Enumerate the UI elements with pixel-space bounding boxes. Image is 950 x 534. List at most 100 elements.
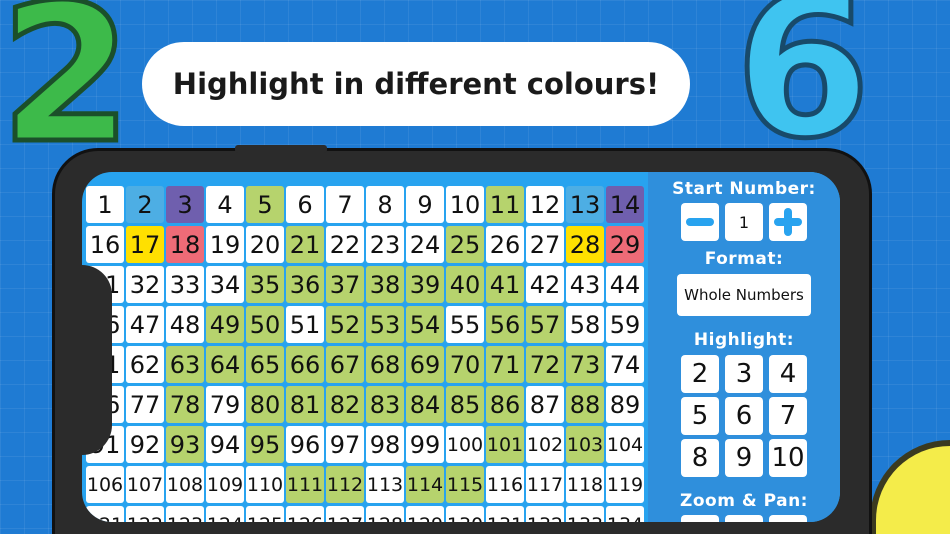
grid-cell[interactable]: 19 [206, 226, 244, 263]
grid-cell[interactable]: 110 [246, 466, 284, 503]
grid-cell[interactable]: 38 [366, 266, 404, 303]
grid-cell[interactable]: 55 [446, 306, 484, 343]
grid-cell[interactable]: 13 [566, 186, 604, 223]
grid-cell[interactable]: 121 [86, 506, 124, 522]
highlight-multiple-button[interactable]: 7 [769, 397, 807, 435]
grid-cell[interactable]: 86 [486, 386, 524, 423]
grid-cell[interactable]: 81 [286, 386, 324, 423]
grid-cell[interactable]: 22 [326, 226, 364, 263]
grid-cell[interactable]: 118 [566, 466, 604, 503]
grid-cell[interactable]: 9 [406, 186, 444, 223]
grid-cell[interactable]: 4 [206, 186, 244, 223]
grid-cell[interactable]: 14 [606, 186, 644, 223]
grid-cell[interactable]: 106 [86, 466, 124, 503]
grid-cell[interactable]: 80 [246, 386, 284, 423]
grid-cell[interactable]: 24 [406, 226, 444, 263]
grid-cell[interactable]: 71 [486, 346, 524, 383]
grid-cell[interactable]: 129 [406, 506, 444, 522]
grid-cell[interactable]: 58 [566, 306, 604, 343]
grid-cell[interactable]: 109 [206, 466, 244, 503]
grid-cell[interactable]: 108 [166, 466, 204, 503]
grid-cell[interactable]: 82 [326, 386, 364, 423]
grid-cell[interactable]: 32 [126, 266, 164, 303]
grid-cell[interactable]: 33 [166, 266, 204, 303]
grid-cell[interactable]: 107 [126, 466, 164, 503]
highlight-multiple-button[interactable]: 2 [681, 355, 719, 393]
grid-cell[interactable]: 128 [366, 506, 404, 522]
grid-cell[interactable]: 92 [126, 426, 164, 463]
grid-cell[interactable]: 27 [526, 226, 564, 263]
grid-cell[interactable]: 111 [286, 466, 324, 503]
pan-left-button[interactable] [681, 515, 719, 522]
grid-cell[interactable]: 49 [206, 306, 244, 343]
grid-cell[interactable]: 94 [206, 426, 244, 463]
grid-cell[interactable]: 65 [246, 346, 284, 383]
grid-cell[interactable]: 74 [606, 346, 644, 383]
grid-cell[interactable]: 96 [286, 426, 324, 463]
grid-cell[interactable]: 134 [606, 506, 644, 522]
grid-cell[interactable]: 41 [486, 266, 524, 303]
grid-cell[interactable]: 36 [286, 266, 324, 303]
grid-cell[interactable]: 1 [86, 186, 124, 223]
grid-cell[interactable]: 95 [246, 426, 284, 463]
highlight-multiple-button[interactable]: 4 [769, 355, 807, 393]
grid-cell[interactable]: 40 [446, 266, 484, 303]
grid-cell[interactable]: 78 [166, 386, 204, 423]
grid-cell[interactable]: 127 [326, 506, 364, 522]
grid-cell[interactable]: 124 [206, 506, 244, 522]
grid-cell[interactable]: 97 [326, 426, 364, 463]
grid-cell[interactable]: 101 [486, 426, 524, 463]
grid-cell[interactable]: 64 [206, 346, 244, 383]
grid-cell[interactable]: 77 [126, 386, 164, 423]
increment-button[interactable] [769, 203, 807, 241]
start-number-field[interactable]: 1 [725, 203, 763, 241]
grid-cell[interactable]: 54 [406, 306, 444, 343]
grid-cell[interactable]: 20 [246, 226, 284, 263]
grid-cell[interactable]: 100 [446, 426, 484, 463]
grid-cell[interactable]: 117 [526, 466, 564, 503]
highlight-multiple-button[interactable]: 6 [725, 397, 763, 435]
grid-cell[interactable]: 104 [606, 426, 644, 463]
grid-cell[interactable]: 103 [566, 426, 604, 463]
grid-cell[interactable]: 28 [566, 226, 604, 263]
grid-cell[interactable]: 39 [406, 266, 444, 303]
highlight-multiple-button[interactable]: 8 [681, 439, 719, 477]
grid-cell[interactable]: 119 [606, 466, 644, 503]
grid-cell[interactable]: 63 [166, 346, 204, 383]
grid-cell[interactable]: 56 [486, 306, 524, 343]
grid-cell[interactable]: 6 [286, 186, 324, 223]
grid-cell[interactable]: 79 [206, 386, 244, 423]
grid-cell[interactable]: 25 [446, 226, 484, 263]
grid-cell[interactable]: 72 [526, 346, 564, 383]
grid-cell[interactable]: 99 [406, 426, 444, 463]
highlight-multiple-button[interactable]: 3 [725, 355, 763, 393]
grid-cell[interactable]: 7 [326, 186, 364, 223]
grid-cell[interactable]: 130 [446, 506, 484, 522]
grid-cell[interactable]: 67 [326, 346, 364, 383]
grid-cell[interactable]: 42 [526, 266, 564, 303]
highlight-multiple-button[interactable]: 10 [769, 439, 807, 477]
grid-cell[interactable]: 23 [366, 226, 404, 263]
highlight-multiple-button[interactable]: 9 [725, 439, 763, 477]
grid-cell[interactable]: 84 [406, 386, 444, 423]
grid-cell[interactable]: 34 [206, 266, 244, 303]
grid-cell[interactable]: 69 [406, 346, 444, 383]
grid-cell[interactable]: 114 [406, 466, 444, 503]
grid-cell[interactable]: 122 [126, 506, 164, 522]
grid-cell[interactable]: 73 [566, 346, 604, 383]
grid-cell[interactable]: 44 [606, 266, 644, 303]
grid-cell[interactable]: 52 [326, 306, 364, 343]
grid-cell[interactable]: 113 [366, 466, 404, 503]
pan-right-button[interactable] [725, 515, 763, 522]
grid-cell[interactable]: 116 [486, 466, 524, 503]
grid-cell[interactable]: 87 [526, 386, 564, 423]
grid-cell[interactable]: 37 [326, 266, 364, 303]
grid-cell[interactable]: 29 [606, 226, 644, 263]
grid-cell[interactable]: 2 [126, 186, 164, 223]
grid-cell[interactable]: 26 [486, 226, 524, 263]
grid-cell[interactable]: 57 [526, 306, 564, 343]
grid-cell[interactable]: 68 [366, 346, 404, 383]
grid-cell[interactable]: 66 [286, 346, 324, 383]
grid-cell[interactable]: 88 [566, 386, 604, 423]
highlight-multiple-button[interactable]: 5 [681, 397, 719, 435]
